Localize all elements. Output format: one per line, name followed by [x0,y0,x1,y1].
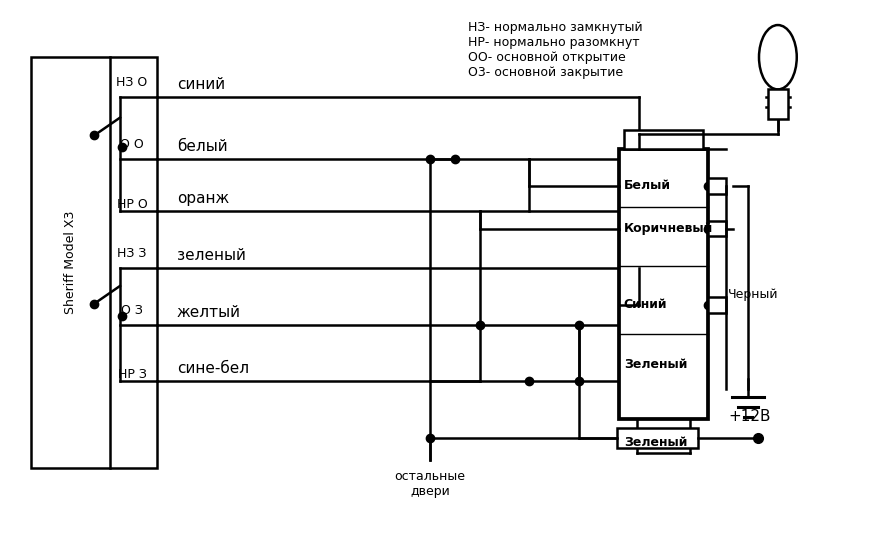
Text: остальные
двери: остальные двери [394,470,466,498]
Text: оранж: оранж [177,191,229,206]
Text: Черный: Черный [728,288,779,301]
Text: белый: белый [177,140,227,154]
Text: сине-бел: сине-бел [177,361,248,376]
Text: Sheriff Model X3: Sheriff Model X3 [64,211,77,314]
Text: Синий: Синий [624,298,667,311]
Text: НЗ- нормально замкнутый
НР- нормально разомкнут
ОО- основной открытие
О3- основн: НЗ- нормально замкнутый НР- нормально ра… [468,21,643,79]
Bar [768,89,788,119]
Text: желтый: желтый [177,305,240,320]
Bar [619,150,708,418]
Text: НР О: НР О [117,198,148,211]
Text: +12В: +12В [728,409,771,424]
Bar [708,297,726,312]
Text: зеленый: зеленый [177,248,246,263]
Text: НЗ О: НЗ О [117,76,148,89]
Text: О О: О О [120,138,144,151]
Text: Белый: Белый [624,180,671,193]
Text: Зеленый: Зеленый [624,358,687,371]
Bar [624,129,704,150]
Bar [708,178,726,194]
Bar [31,57,156,468]
Text: О З: О З [121,304,143,316]
Text: Зеленый: Зеленый [624,436,687,449]
Text: Коричневый: Коричневый [624,222,713,235]
Text: синий: синий [177,77,225,92]
Bar [617,429,698,448]
Text: НЗ З: НЗ З [118,247,147,260]
Ellipse shape [759,25,796,89]
Bar [708,220,726,237]
Text: НР З: НР З [118,368,147,381]
